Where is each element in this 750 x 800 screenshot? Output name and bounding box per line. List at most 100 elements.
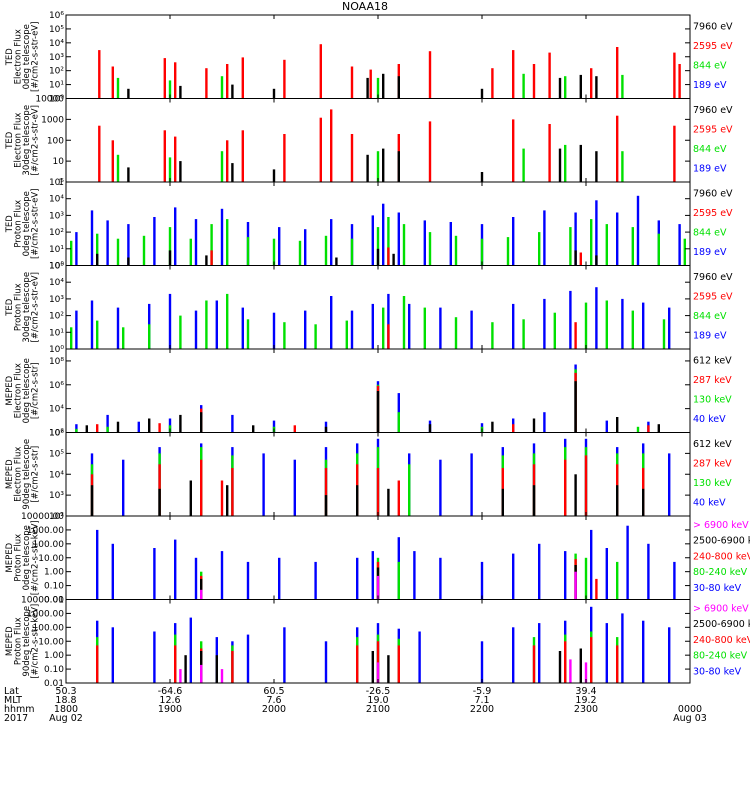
data-point: [376, 468, 380, 516]
data-point: [314, 561, 317, 600]
series-1: [200, 553, 619, 600]
data-point: [90, 300, 94, 349]
data-point: [631, 310, 634, 349]
data-point: [569, 659, 572, 683]
data-point: [454, 317, 458, 349]
data-point: [272, 88, 276, 99]
y-tick-label: 1000: [41, 115, 64, 125]
y-axis-label-line: Proton Flux: [14, 617, 24, 665]
data-point: [283, 59, 286, 99]
y-axis-label-line: Proton Flux: [14, 534, 24, 582]
data-point: [631, 227, 634, 266]
legend-entry: 844 eV: [693, 311, 727, 322]
data-point: [345, 320, 348, 349]
data-point: [668, 307, 671, 349]
data-point: [350, 134, 354, 182]
data-point: [324, 235, 328, 266]
y-tick-label: 1: [58, 178, 64, 188]
series-3: [200, 565, 577, 600]
data-point: [491, 421, 494, 433]
data-point: [189, 617, 192, 683]
x-tick-label: 18.8: [55, 695, 76, 706]
data-point: [96, 253, 99, 266]
y-axis-label: MEPEDProton Flux0deg telescope[#/cm2-s-s…: [5, 520, 41, 595]
data-point: [522, 73, 525, 99]
data-point: [96, 320, 99, 349]
data-point: [319, 117, 322, 182]
y-tick-label: 1.00: [44, 568, 64, 578]
y-axis-label-line: 90deg telescope: [22, 439, 32, 510]
series-2: [90, 455, 645, 517]
y-tick-label: 10⁴: [49, 278, 64, 288]
data-point: [168, 227, 172, 266]
data-point: [574, 474, 577, 517]
data-point: [330, 109, 333, 182]
data-point: [111, 66, 114, 99]
data-point: [553, 312, 556, 349]
data-point: [231, 414, 234, 433]
y-tick-label: 10⁰: [49, 345, 64, 355]
data-point: [397, 480, 400, 516]
data-point: [491, 68, 494, 99]
y-tick-label: 10³: [49, 295, 64, 305]
series-0: [96, 525, 676, 600]
data-point: [590, 637, 593, 683]
data-point: [283, 322, 286, 349]
data-point: [241, 130, 244, 182]
y-tick-label: 10¹: [49, 245, 64, 255]
panel-5: 10² 10⁴ 10⁶ 10⁸ MEPEDElectron Flux0deg teles…: [5, 348, 732, 439]
x-tick-label: 60.5: [263, 686, 284, 697]
series-0: [90, 438, 671, 516]
x-tick-label: 39.4: [575, 686, 596, 697]
data-point: [636, 426, 640, 433]
data-point: [428, 232, 432, 266]
legend-entry: 80-240 keV: [693, 651, 748, 662]
data-point: [574, 250, 577, 266]
panel-1: 10⁰ 10¹ 10² 10³ 10⁴ 10⁵ 10⁶ TEDElectron Flux0de…: [5, 11, 733, 105]
x-tick-label: 7.6: [266, 695, 281, 706]
y-axis-label-line: 0deg telescope: [22, 24, 32, 89]
data-point: [153, 631, 156, 683]
data-point: [657, 233, 660, 266]
data-point: [179, 669, 182, 683]
data-point: [449, 222, 452, 266]
data-point: [319, 44, 322, 99]
y-tick-label: 10⁰: [49, 95, 64, 105]
data-point: [116, 77, 120, 99]
legend-entry: 844 eV: [693, 144, 727, 155]
data-point: [392, 253, 395, 266]
data-point: [116, 154, 120, 182]
legend-entry: 2595 eV: [693, 208, 733, 219]
data-point: [428, 424, 432, 433]
data-point: [584, 557, 588, 600]
legend-entry: 130 keV: [693, 478, 732, 489]
y-axis-label: TEDElectron Flux0deg telescope[#/cm2-s-s…: [5, 22, 41, 92]
data-point: [324, 495, 328, 516]
data-point: [668, 453, 671, 516]
y-tick-label: 10²: [49, 228, 64, 238]
data-point: [220, 76, 224, 99]
data-point: [564, 551, 567, 600]
data-point: [382, 307, 385, 349]
data-point: [200, 412, 203, 433]
y-tick-label: 10000.00: [21, 512, 64, 522]
data-point: [595, 578, 598, 600]
data-point: [220, 480, 224, 516]
data-point: [642, 302, 645, 349]
y-tick-label: 10000: [35, 95, 64, 105]
series-1: [75, 369, 640, 433]
data-point: [127, 257, 130, 266]
data-point: [168, 80, 172, 99]
data-point: [512, 50, 515, 99]
data-point: [194, 310, 198, 349]
data-point: [376, 151, 380, 182]
legend-entry: > 6900 keV: [693, 603, 749, 614]
data-point: [584, 662, 588, 683]
data-point: [621, 151, 624, 182]
y-axis-label-line: TED: [5, 298, 15, 317]
data-point: [371, 303, 374, 349]
y-axis-label-line: MEPED: [5, 542, 15, 572]
series-1: [90, 447, 645, 516]
x-row-label: hhmm: [4, 704, 35, 715]
y-tick-label: 1.00: [44, 651, 64, 661]
